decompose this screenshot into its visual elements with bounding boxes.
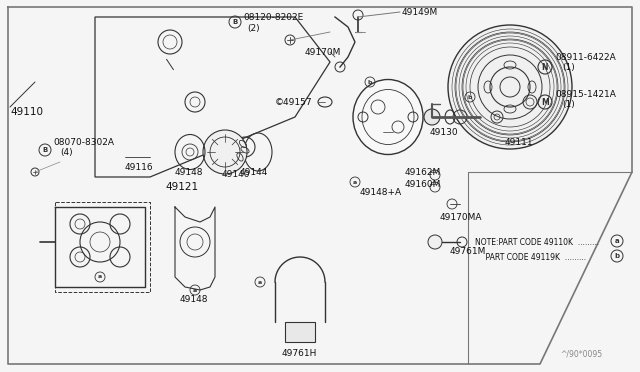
Text: 49148: 49148 — [180, 295, 209, 305]
Text: M: M — [541, 97, 549, 106]
Circle shape — [424, 109, 440, 125]
Text: a: a — [614, 238, 620, 244]
Text: 49111: 49111 — [505, 138, 534, 147]
Text: 08120-8202E: 08120-8202E — [243, 13, 303, 22]
Text: 49110: 49110 — [10, 107, 43, 117]
Text: 08070-8302A: 08070-8302A — [53, 138, 114, 147]
Text: PART CODE 49119K  .........: PART CODE 49119K ......... — [476, 253, 586, 262]
Text: ^/90*0095: ^/90*0095 — [560, 350, 602, 359]
Text: (2): (2) — [247, 23, 260, 32]
Circle shape — [428, 235, 442, 249]
Text: 49121: 49121 — [165, 182, 198, 192]
Text: a: a — [353, 180, 357, 185]
Text: B: B — [232, 19, 237, 25]
Text: 49148+A: 49148+A — [360, 187, 402, 196]
Text: (4): (4) — [60, 148, 72, 157]
Text: (1): (1) — [562, 99, 575, 109]
Text: 49761H: 49761H — [282, 350, 317, 359]
Text: 49144: 49144 — [240, 167, 268, 176]
Text: b: b — [468, 94, 472, 99]
Text: a: a — [258, 279, 262, 285]
Text: a: a — [98, 275, 102, 279]
Text: (1): (1) — [562, 62, 575, 71]
Text: 49170MA: 49170MA — [440, 212, 483, 221]
Ellipse shape — [353, 80, 423, 154]
Text: 49116: 49116 — [125, 163, 154, 171]
Text: B: B — [42, 147, 47, 153]
Text: 49148: 49148 — [175, 167, 204, 176]
Text: 49130: 49130 — [430, 128, 459, 137]
Text: 49170M: 49170M — [305, 48, 341, 57]
Text: 08915-1421A: 08915-1421A — [555, 90, 616, 99]
Circle shape — [448, 25, 572, 149]
Text: NOTE:PART CODE 49110K  .........: NOTE:PART CODE 49110K ......... — [475, 237, 599, 247]
Text: a: a — [193, 288, 197, 292]
Text: ©49157: ©49157 — [275, 97, 312, 106]
Text: b: b — [368, 80, 372, 84]
Text: N: N — [541, 62, 548, 71]
Text: 49160M: 49160M — [405, 180, 442, 189]
Circle shape — [203, 130, 247, 174]
Text: 49162M: 49162M — [405, 167, 441, 176]
Text: b: b — [614, 253, 620, 259]
FancyBboxPatch shape — [285, 322, 315, 342]
Text: 49149M: 49149M — [402, 7, 438, 16]
Text: 49140: 49140 — [222, 170, 250, 179]
Text: 49761M: 49761M — [450, 247, 486, 257]
Text: 08911-6422A: 08911-6422A — [555, 52, 616, 61]
